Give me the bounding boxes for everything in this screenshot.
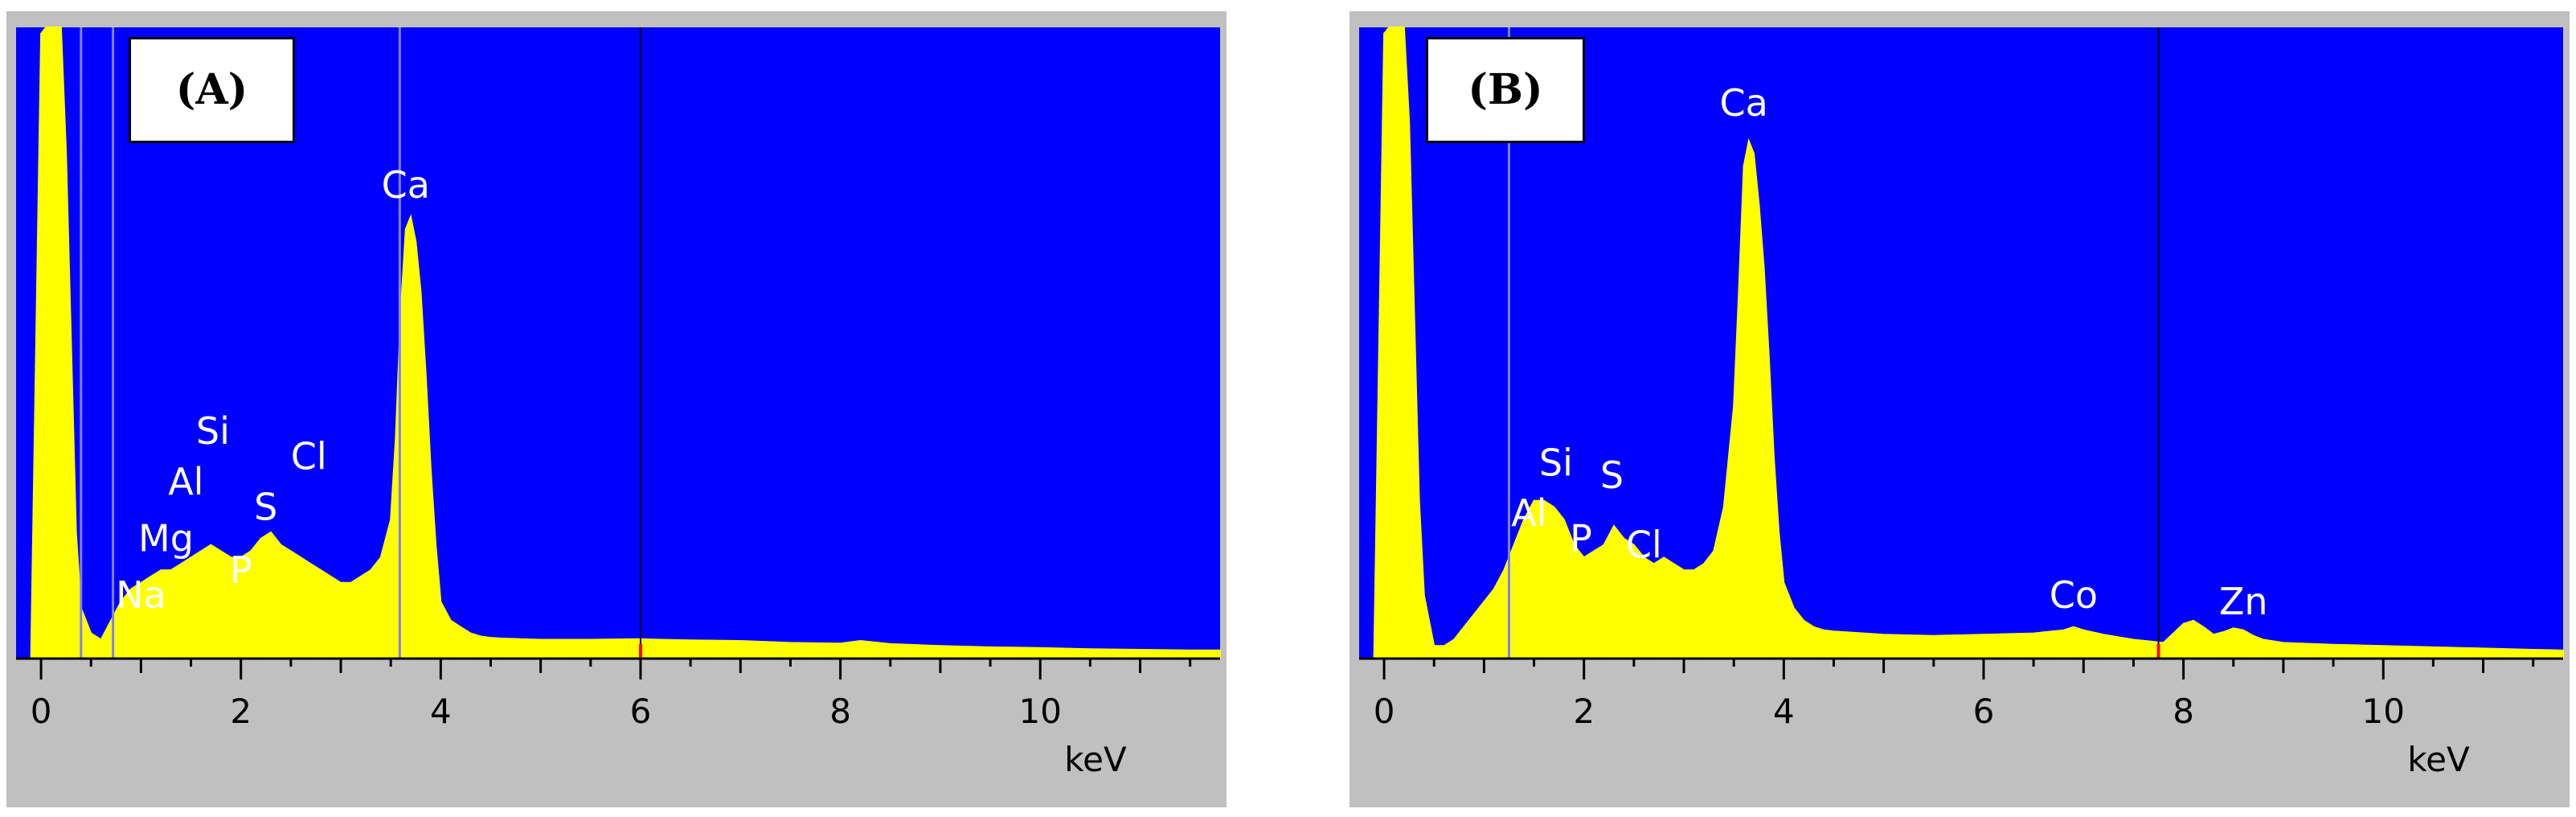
element-label-cl: Cl	[291, 435, 327, 478]
panel-label-b: (B)	[1426, 37, 1585, 143]
element-label-na: Na	[116, 573, 166, 617]
x-tick-label: 2	[230, 692, 252, 731]
x-tick-label: 8	[2173, 692, 2194, 731]
x-tick-label: 4	[1773, 692, 1795, 731]
element-label-si: Si	[196, 409, 230, 453]
element-label-s: S	[254, 485, 277, 528]
element-label-cl: Cl	[1626, 523, 1662, 566]
element-label-mg: Mg	[138, 517, 194, 560]
element-label-si: Si	[1539, 441, 1573, 484]
spectrum-panel-b: 0 2 4 6 8 10 keV Al Si P S Cl Co Zn Ca (B)	[1349, 11, 2570, 807]
x-tick-label: 10	[1019, 692, 1062, 731]
x-tick-label: 0	[31, 692, 52, 731]
spectrum-fill	[30, 27, 1221, 659]
element-label-ca: Ca	[382, 163, 430, 207]
x-tick-label: 8	[829, 692, 851, 731]
x-tick-label: 0	[1374, 692, 1395, 731]
element-label-s: S	[1600, 454, 1624, 497]
element-label-p: P	[1570, 517, 1592, 560]
spectrum-panel-a: 0 2 4 6 8 10 keV Na Mg Al Si P S Cl Ca (A)	[6, 11, 1227, 807]
x-tick-label: 6	[630, 692, 652, 731]
x-axis-label: keV	[1064, 740, 1127, 779]
x-tick-label: 2	[1573, 692, 1595, 731]
element-label-al: Al	[168, 460, 203, 503]
spectrum-fill	[1373, 27, 2564, 659]
element-label-p: P	[230, 548, 252, 592]
x-tick-label: 6	[1973, 692, 1995, 731]
element-label-ca: Ca	[1719, 81, 1767, 125]
x-axis-label: keV	[2407, 740, 2470, 779]
element-label-zn: Zn	[2219, 580, 2268, 623]
x-tick-label: 4	[430, 692, 452, 731]
element-label-al: Al	[1511, 491, 1546, 535]
panel-label-a: (A)	[129, 37, 295, 143]
element-label-co: Co	[2050, 573, 2098, 617]
x-tick-label: 10	[2362, 692, 2405, 731]
